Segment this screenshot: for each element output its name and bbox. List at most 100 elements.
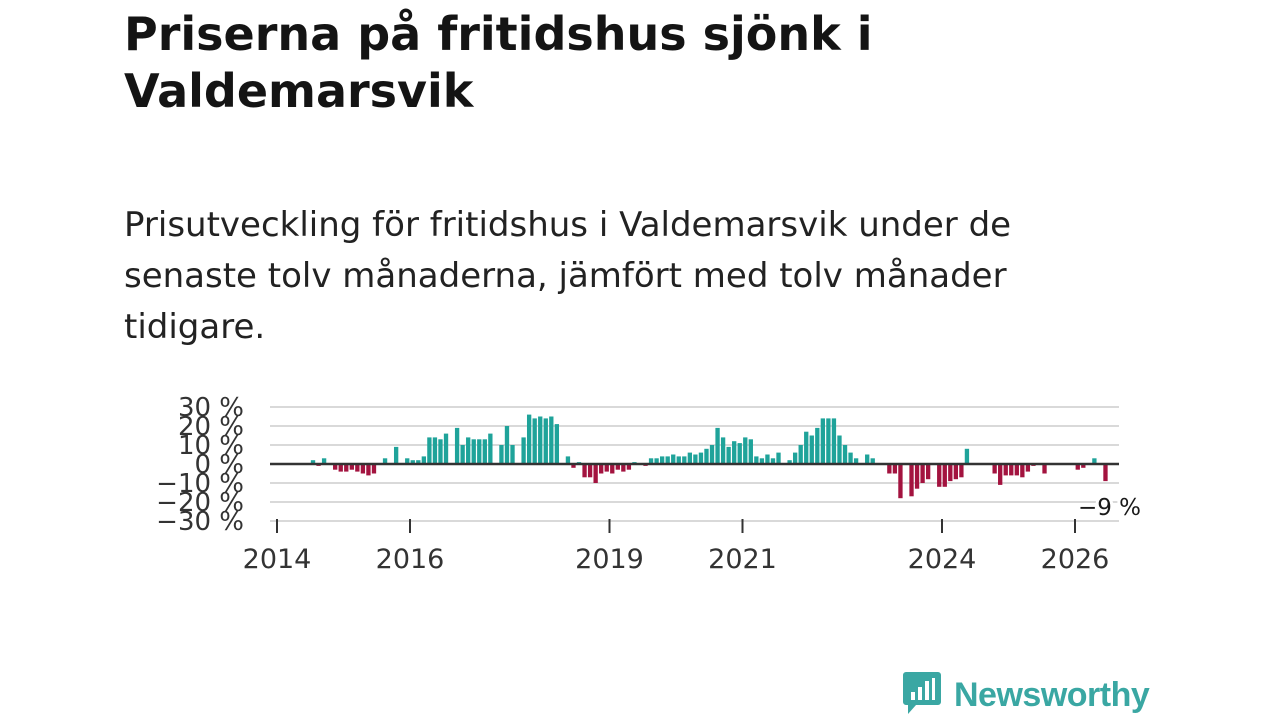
bar xyxy=(460,445,465,464)
bar xyxy=(610,464,615,474)
bar xyxy=(776,452,781,464)
bar xyxy=(959,464,964,478)
y-tick-label: 10 % xyxy=(178,431,244,461)
bar xyxy=(604,464,609,472)
bar xyxy=(964,448,970,464)
bar xyxy=(1025,464,1031,472)
bar xyxy=(693,454,698,464)
bar xyxy=(792,452,798,464)
x-tick-label: 2014 xyxy=(243,544,312,575)
bar xyxy=(532,418,537,464)
bar xyxy=(659,456,665,464)
bar xyxy=(837,435,842,464)
bar xyxy=(466,437,471,464)
x-tick-label: 2024 xyxy=(908,544,977,575)
bar xyxy=(826,418,831,464)
brand-logo: Newsworthy xyxy=(902,670,1162,720)
bar xyxy=(992,464,997,474)
bar xyxy=(720,437,726,464)
bar xyxy=(671,454,676,464)
bar xyxy=(410,460,415,464)
bar xyxy=(521,437,526,464)
bar xyxy=(676,456,681,464)
last-value-label: −9 % xyxy=(1078,495,1141,521)
y-tick-label: −20 % xyxy=(156,488,244,518)
x-tick-label: 2021 xyxy=(708,544,777,575)
bar xyxy=(842,445,848,464)
bar xyxy=(538,416,543,464)
bar xyxy=(543,418,548,464)
bar xyxy=(698,452,704,464)
bar xyxy=(1003,464,1008,476)
bar xyxy=(338,464,343,472)
bar xyxy=(510,445,515,464)
bar xyxy=(948,464,953,482)
y-tick-label: 0 % xyxy=(194,450,244,480)
x-tick-label: 2026 xyxy=(1041,544,1110,575)
bar xyxy=(454,427,460,464)
bar xyxy=(853,458,859,464)
bar xyxy=(892,464,898,474)
bar xyxy=(582,464,587,478)
bar xyxy=(349,464,354,470)
bar xyxy=(626,464,632,470)
bar xyxy=(549,416,554,464)
bar xyxy=(1081,464,1086,468)
bar xyxy=(953,464,959,480)
bar xyxy=(1042,464,1047,474)
bar xyxy=(898,464,903,499)
bar xyxy=(748,439,753,464)
y-tick-label: 20 % xyxy=(178,412,244,442)
bar xyxy=(421,456,427,464)
chart-subtitle: Prisutveckling för fritidshus i Valdemar… xyxy=(124,205,1012,347)
bar xyxy=(998,464,1003,485)
bar-chart: 30 %20 %10 %0 %−10 %−20 %−30 % 2014 2016 20… xyxy=(156,393,1142,575)
bar xyxy=(937,464,942,487)
bar xyxy=(427,437,432,464)
bar xyxy=(310,460,316,464)
bar xyxy=(371,464,377,474)
bar xyxy=(1092,458,1097,464)
bar xyxy=(870,458,875,464)
bar xyxy=(360,464,366,474)
bar xyxy=(865,454,870,464)
bar xyxy=(615,464,620,470)
bar xyxy=(554,424,560,464)
brand-name: Newsworthy xyxy=(954,675,1150,714)
bar xyxy=(726,446,731,464)
bar xyxy=(942,464,947,487)
bar xyxy=(909,464,914,497)
bar xyxy=(587,464,593,478)
chart-title: Priserna på fritidshus sjönk i Valdemars… xyxy=(124,7,873,118)
bar xyxy=(482,439,487,464)
bar xyxy=(321,458,327,464)
bar xyxy=(565,456,571,464)
bar xyxy=(831,418,837,464)
bar xyxy=(848,452,853,464)
x-tick-label: 2019 xyxy=(575,544,644,575)
bar xyxy=(443,433,449,464)
bar xyxy=(715,427,720,464)
bar xyxy=(499,445,504,464)
bar xyxy=(477,439,482,464)
bar xyxy=(709,445,715,464)
bar xyxy=(405,458,410,464)
bar xyxy=(754,456,759,464)
y-tick-label: −10 % xyxy=(156,469,244,499)
bar xyxy=(925,464,931,480)
bar xyxy=(914,464,920,489)
y-tick-label: −30 % xyxy=(156,507,244,537)
bar xyxy=(920,464,925,483)
bar xyxy=(504,426,510,464)
bar xyxy=(682,456,687,464)
bar xyxy=(770,458,776,464)
bar xyxy=(743,437,748,464)
bar xyxy=(759,458,765,464)
bar xyxy=(621,464,626,472)
bar xyxy=(438,439,443,464)
bar xyxy=(571,464,576,468)
bar xyxy=(526,414,532,464)
bar xyxy=(654,458,659,464)
bar xyxy=(815,427,820,464)
bar xyxy=(737,443,742,464)
